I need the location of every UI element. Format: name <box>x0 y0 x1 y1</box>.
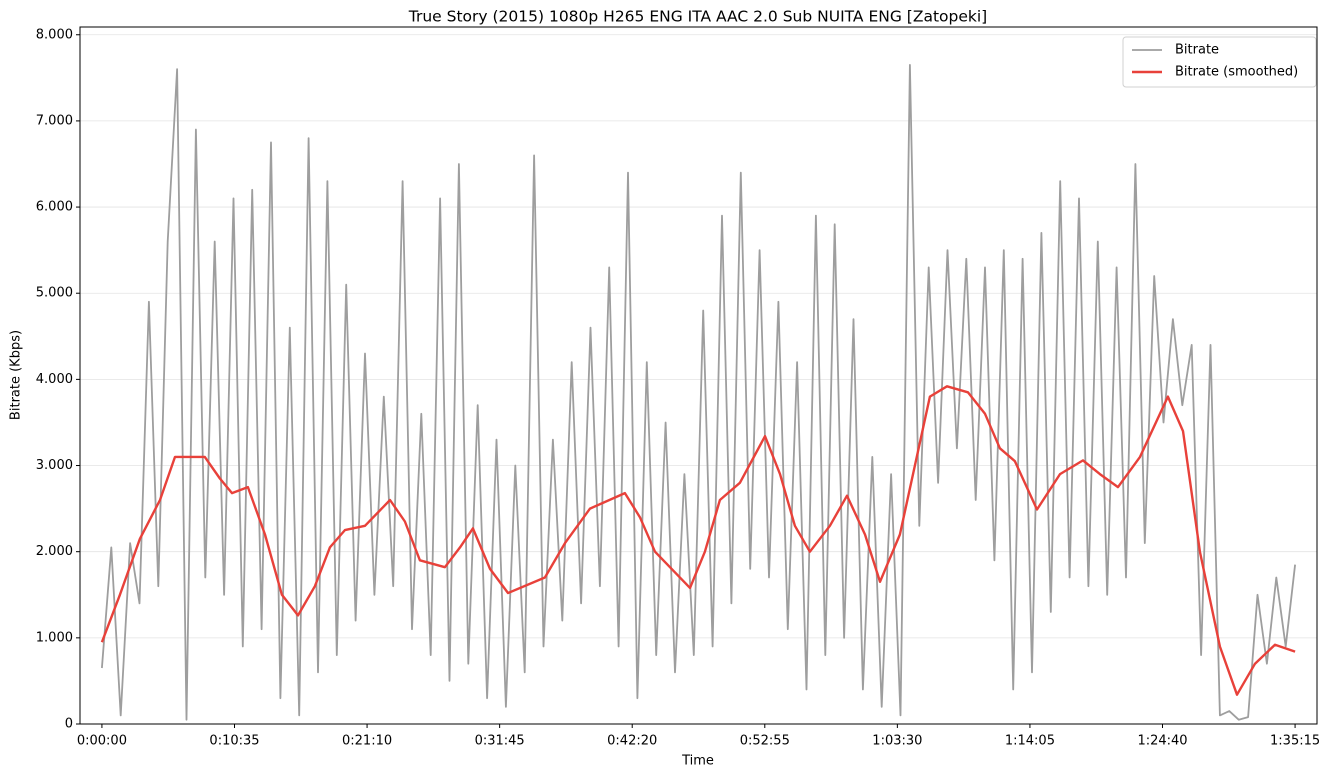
x-axis-label: Time <box>681 754 714 769</box>
x-tick-label: 1:24:40 <box>1137 734 1187 749</box>
series-line <box>100 385 1296 696</box>
y-tick-label: 8.000 <box>36 27 73 42</box>
x-tick-label: 0:31:45 <box>475 734 525 749</box>
legend-label: Bitrate (smoothed) <box>1175 65 1298 80</box>
y-tick-label: 4.000 <box>36 372 73 387</box>
y-tick-label: 2.000 <box>36 544 73 559</box>
y-tick-label: 6.000 <box>36 200 73 215</box>
x-tick-label: 0:42:20 <box>607 734 657 749</box>
x-tick-label: 0:10:35 <box>209 734 259 749</box>
y-axis-label: Bitrate (Kbps) <box>9 330 24 420</box>
series-line <box>101 64 1296 721</box>
chart-title: True Story (2015) 1080p H265 ENG ITA AAC… <box>408 8 987 26</box>
plot-frame <box>79 26 1318 725</box>
y-tick-label: 0 <box>65 717 73 732</box>
y-tick-label: 5.000 <box>36 286 73 301</box>
x-tick-label: 1:14:05 <box>1005 734 1055 749</box>
x-tick-label: 0:21:10 <box>342 734 392 749</box>
x-tick-label: 1:35:15 <box>1270 734 1320 749</box>
x-tick-label: 1:03:30 <box>872 734 922 749</box>
legend-label: Bitrate <box>1175 43 1219 58</box>
y-tick-label: 1.000 <box>36 630 73 645</box>
y-tick-label: 3.000 <box>36 458 73 473</box>
y-tick-label: 7.000 <box>36 113 73 128</box>
x-tick-label: 0:52:55 <box>740 734 790 749</box>
legend-box <box>1122 36 1317 88</box>
x-tick-label: 0:00:00 <box>77 734 127 749</box>
